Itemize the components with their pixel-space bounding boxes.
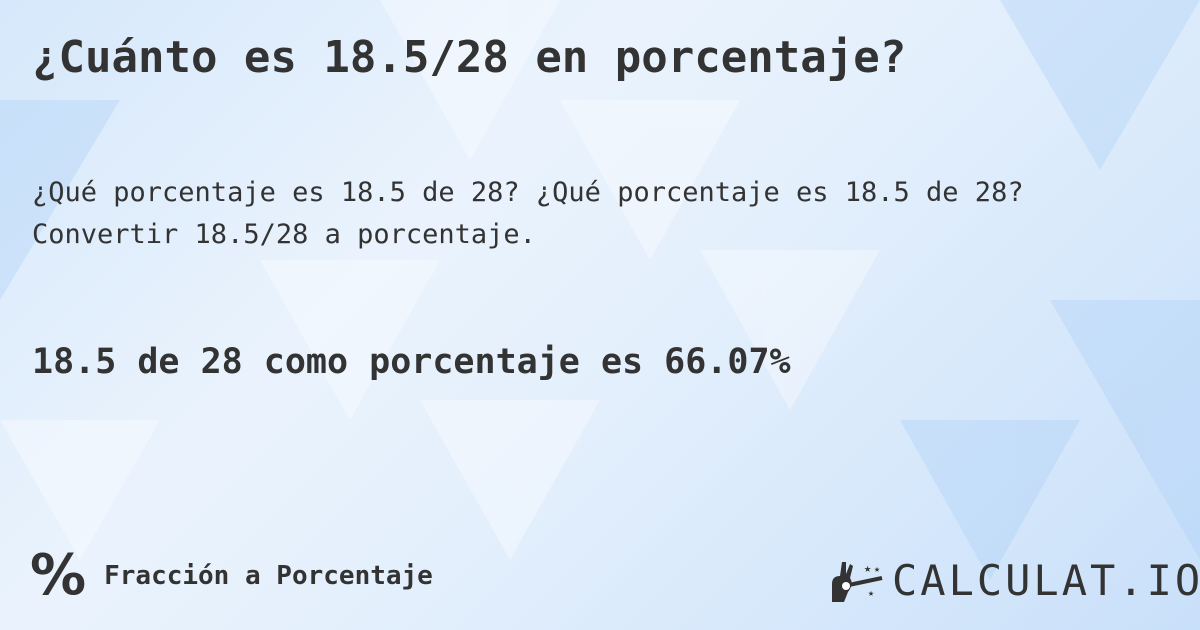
- percent-icon: %: [30, 543, 87, 608]
- description: ¿Qué porcentaje es 18.5 de 28? ¿Qué porc…: [32, 177, 1024, 250]
- logo[interactable]: ★ ★ ★ CALCULAT.IO: [828, 556, 1200, 605]
- category-link[interactable]: % Fracción a Porcentaje: [30, 548, 433, 604]
- category-label: Fracción a Porcentaje: [104, 561, 433, 591]
- page-title: ¿Cuánto es 18.5/28 en porcentaje?: [32, 32, 907, 83]
- answer: 18.5 de 28 como porcentaje es 66.07%: [32, 342, 791, 382]
- svg-text:★: ★: [864, 561, 871, 575]
- svg-text:★: ★: [868, 588, 874, 599]
- logo-text: CALCULAT.IO: [892, 556, 1200, 605]
- svg-text:★: ★: [874, 564, 880, 575]
- magic-hand-icon: ★ ★ ★: [832, 561, 883, 602]
